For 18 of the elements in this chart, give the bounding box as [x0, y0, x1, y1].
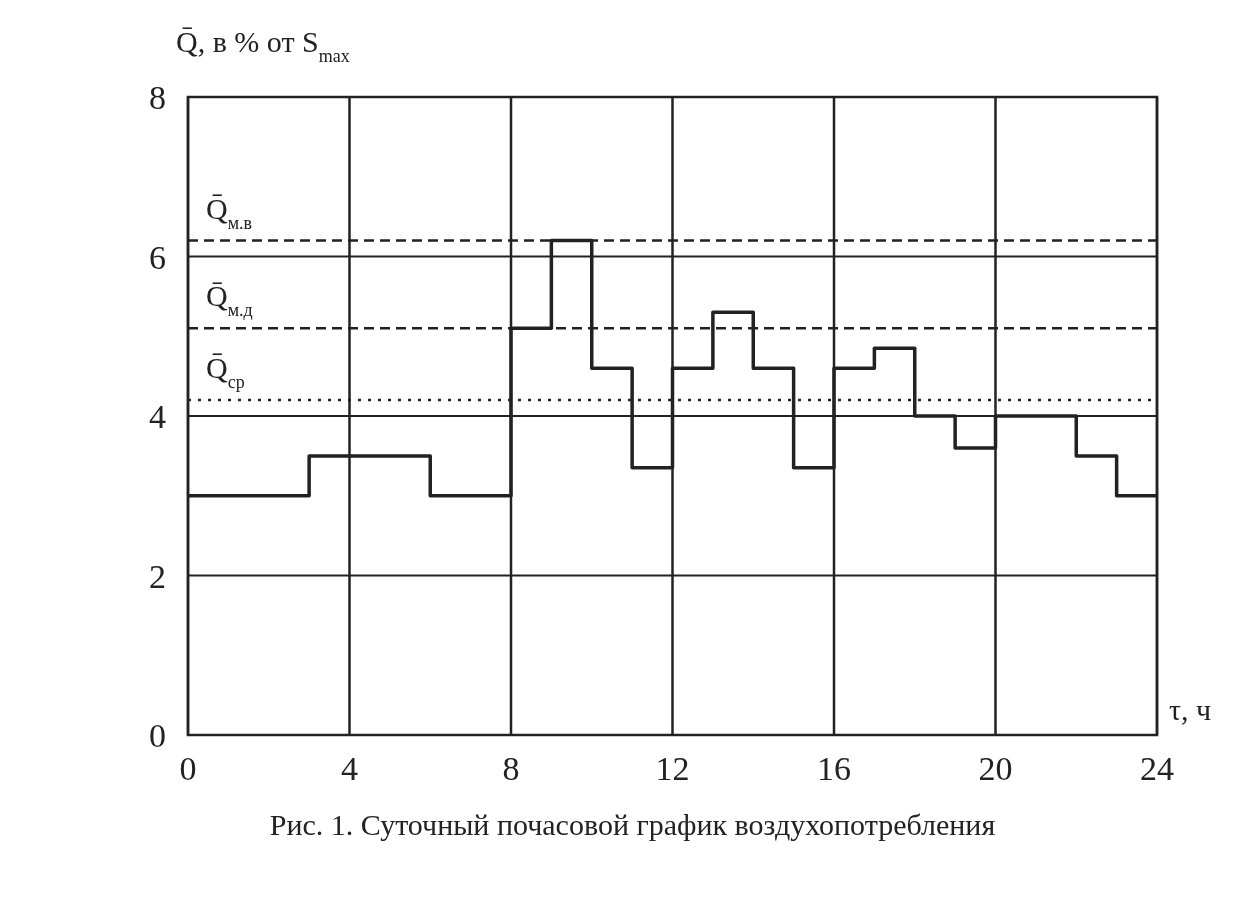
x-tick-label: 12: [655, 750, 690, 787]
x-tick-label: 24: [1140, 750, 1174, 787]
y-axis-title: Q̄, в % от S$_{max}$: [176, 25, 350, 66]
y-tick-label: 2: [149, 557, 166, 595]
x-tick-label: 0: [179, 750, 197, 787]
x-axis-title: τ, ч: [1169, 693, 1212, 726]
ref-line-label: Q̄$_{м.д}$: [206, 279, 253, 321]
x-tick-label: 8: [502, 750, 520, 787]
x-tick-label: 16: [817, 750, 851, 787]
ref-line-label: Q̄$_{м.в}$: [206, 191, 253, 233]
y-tick-label: 8: [149, 79, 166, 116]
y-tick-label: 4: [149, 398, 166, 435]
x-tick-label: 4: [341, 750, 358, 787]
text: Рис. 1. Суточный почасовой график воздухопотребления: [269, 808, 996, 841]
y-tick-label: 0: [149, 717, 166, 754]
ref-line-label: Q̄$_{ср}$: [206, 351, 245, 393]
y-tick-label: 6: [149, 238, 166, 276]
x-tick-label: 20: [978, 750, 1013, 787]
